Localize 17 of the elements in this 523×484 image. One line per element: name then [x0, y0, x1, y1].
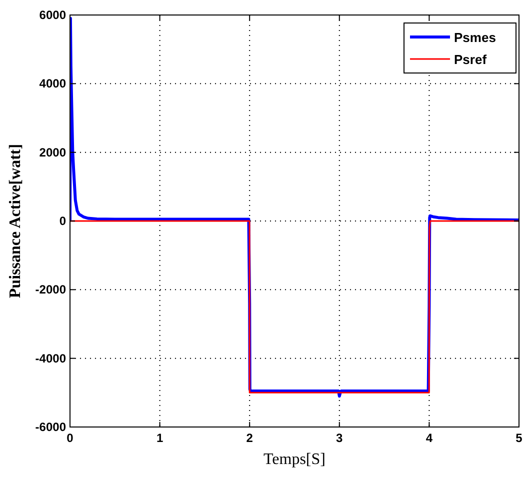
x-tick-label: 3: [336, 431, 344, 445]
x-tick-label: 5: [516, 431, 523, 445]
y-tick-label: 2000: [39, 145, 66, 160]
legend-label: Psref: [454, 52, 488, 67]
y-axis-title: Puissance Active[watt]: [7, 144, 24, 298]
legend-label: Psmes: [454, 30, 496, 45]
y-tick-label: -2000: [35, 282, 66, 297]
y-tick-label: 6000: [39, 8, 66, 22]
x-tick-label: 2: [246, 431, 254, 445]
x-tick-label: 1: [156, 431, 164, 445]
y-tick-label: -4000: [35, 351, 66, 366]
y-tick-label: 4000: [39, 76, 66, 91]
y-tick-label: 0: [59, 214, 66, 228]
line-series: [70, 220, 519, 394]
x-tick-label: 4: [426, 431, 433, 445]
x-axis-title: Temps[S]: [264, 451, 326, 468]
y-tick-label: -6000: [35, 420, 66, 434]
